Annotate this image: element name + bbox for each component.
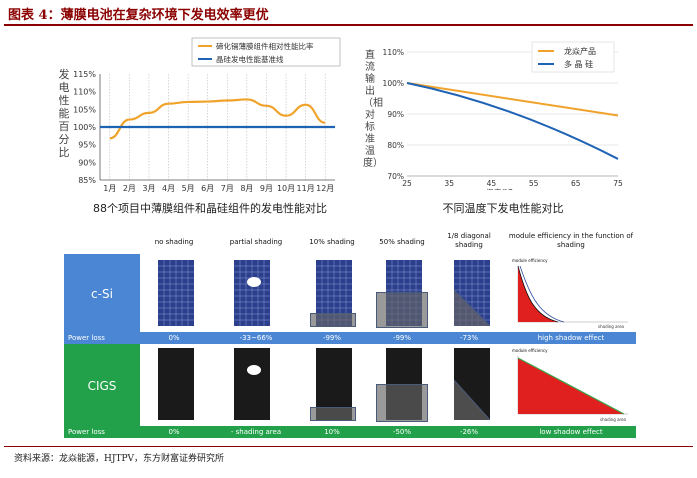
- footer-rule: [4, 446, 693, 447]
- chart2-ylabel: 直流输出（相对标准温度）: [363, 50, 383, 169]
- csi-panel-partial-shading: [234, 260, 270, 326]
- title-rule: [4, 24, 693, 26]
- csi-effect: high shadow effect: [537, 334, 605, 342]
- chart2-xlabel: 温度/°C: [486, 187, 513, 190]
- chart2-legend-label-blue: 多 晶 硅: [564, 59, 593, 69]
- chart1-xtick: 4月: [162, 184, 175, 193]
- chart1-xtick: 9月: [260, 184, 273, 193]
- csi-row-label: c-Si: [64, 254, 140, 334]
- chart2-xtick: 35: [444, 179, 454, 188]
- chart1-legend-label-blue: 晶硅发电性能基准线: [216, 54, 284, 64]
- csi-loss-2: -99%: [322, 334, 342, 342]
- colhead-no-shading: no shading: [154, 238, 194, 246]
- cigs-loss-label: Power loss: [68, 428, 105, 436]
- chart1-ytick: 100%: [73, 123, 96, 132]
- chart1-xtick: 8月: [240, 184, 253, 193]
- cigs-loss-3: -50%: [392, 428, 412, 436]
- csi-loss-label: Power loss: [68, 334, 105, 342]
- cigs-shade-10: [310, 407, 356, 421]
- colhead-efficiency-function: module efficiency in the function of sha…: [508, 232, 634, 249]
- cigs-effect: low shadow effect: [539, 428, 603, 436]
- cigs-panel-no-shading: [158, 348, 194, 420]
- chart1-xtick: 6月: [201, 184, 214, 193]
- chart1-xtick: 1月: [103, 184, 116, 193]
- cigs-panel-partial-shading: [234, 348, 270, 420]
- cigs-loss-0: 0%: [168, 428, 180, 436]
- csi-loss-1: -33~66%: [239, 334, 273, 342]
- cigs-panel-diagonal-shading: [454, 348, 490, 420]
- chart1-xtick: 12月: [316, 184, 334, 193]
- csi-row: c-Si: [64, 254, 636, 334]
- cigs-row-label: CIGS: [64, 344, 140, 428]
- chart2-xtick: 55: [529, 179, 539, 188]
- csi-loss-3: -99%: [392, 334, 412, 342]
- chart1-ytick: 90%: [78, 158, 96, 167]
- chart1-legend-box: [191, 37, 341, 67]
- cigs-loss-1: - shading area: [230, 428, 282, 436]
- cigs-shade-50: [376, 384, 428, 422]
- csi-power-loss-bar: Power loss 0% -33~66% -99% -99% -73% hig…: [64, 332, 636, 344]
- csi-efficiency-mini-chart: module efficiency shading area: [508, 256, 634, 330]
- chart1-xtick: 2月: [123, 184, 136, 193]
- cigs-power-loss-bar: Power loss 0% - shading area 10% -50% -2…: [64, 426, 636, 438]
- chart1-ytick: 115%: [73, 70, 96, 79]
- chart2-ytick: 110%: [383, 48, 404, 57]
- chart2-ytick: 70%: [387, 172, 404, 181]
- chart2-xtick: 25: [402, 179, 412, 188]
- chart1-ytick: 105%: [73, 105, 96, 114]
- colhead-diagonal-shading: 1/8 diagonal shading: [447, 232, 491, 249]
- chart2-legend-label-orange: 龙焱产品: [564, 46, 596, 56]
- chart1-ytick: 95%: [78, 141, 96, 150]
- cigs-mini-title: module efficiency: [512, 348, 548, 353]
- chart2-series-line-1: [406, 82, 619, 160]
- csi-panel-no-shading: [158, 260, 194, 326]
- colhead-50-shading: 50% shading: [379, 238, 425, 246]
- chart1-series-orange-line: [109, 98, 326, 140]
- chart2-xtick: 45: [487, 179, 497, 188]
- csi-mini-title: module efficiency: [512, 258, 548, 263]
- colhead-10-shading: 10% shading: [309, 238, 355, 246]
- chart1-xtick: 5月: [182, 184, 195, 193]
- cigs-loss-2: 10%: [324, 428, 340, 436]
- cigs-row: CIGS: [64, 344, 636, 428]
- chart2-xtick: 65: [571, 179, 581, 188]
- colhead-partial-shading: partial shading: [229, 238, 283, 246]
- cigs-efficiency-mini-chart: module efficiency shading area: [508, 346, 634, 424]
- shading-comparison-table: no shading partial shading 10% shading 5…: [64, 232, 636, 440]
- csi-loss-4: -73%: [459, 334, 479, 342]
- cigs-mini-axis: shading area: [600, 417, 627, 422]
- cigs-loss-4: -26%: [459, 428, 479, 436]
- chart1-ylabel: 发电性能百分比: [58, 68, 70, 159]
- chart2-ytick: 90%: [387, 110, 404, 119]
- chart1-xtick: 7月: [221, 184, 234, 193]
- chart2-caption: 不同温度下发电性能对比: [442, 202, 564, 215]
- csi-shade-10: [310, 313, 356, 327]
- chart-monthly-performance: 1月 2月 3月 4月 5月 6月 7月 8月 9月 10月 11月 12月 85% 90% 95% 100%…: [73, 37, 341, 193]
- chart2-series-line-0: [406, 82, 619, 117]
- chart1-xtick: 10月: [277, 184, 295, 193]
- chart2-xtick: 75: [613, 179, 623, 188]
- source-note: 资料来源：龙焱能源，HJTPV，东方财富证券研究所: [14, 454, 225, 464]
- csi-shade-50: [376, 292, 428, 328]
- chart1-ytick: 110%: [73, 88, 96, 97]
- chart1-caption: 88个项目中薄膜组件和晶硅组件的发电性能对比: [93, 202, 327, 215]
- csi-panel-diagonal-shading: [454, 260, 490, 326]
- chart2-ytick: 100%: [383, 79, 404, 88]
- figure-title: 图表 4：薄膜电池在复杂环境下发电效率更优: [8, 8, 269, 23]
- chart2-ytick: 80%: [387, 141, 404, 150]
- chart1-legend-label-orange: 碲化镉薄膜组件相对性能比率: [216, 41, 314, 51]
- csi-loss-0: 0%: [168, 334, 180, 342]
- chart-temperature-performance: 70% 80% 90% 100% 110% 25 35 45 55 65 75 温度/°C 龙焱产品多…: [383, 41, 623, 190]
- chart1-ytick: 85%: [78, 176, 96, 185]
- chart1-xtick: 3月: [142, 184, 155, 193]
- chart1-xtick: 11月: [297, 184, 315, 193]
- csi-mini-axis: shading area: [598, 324, 625, 329]
- chart2-legend-box: [531, 41, 615, 73]
